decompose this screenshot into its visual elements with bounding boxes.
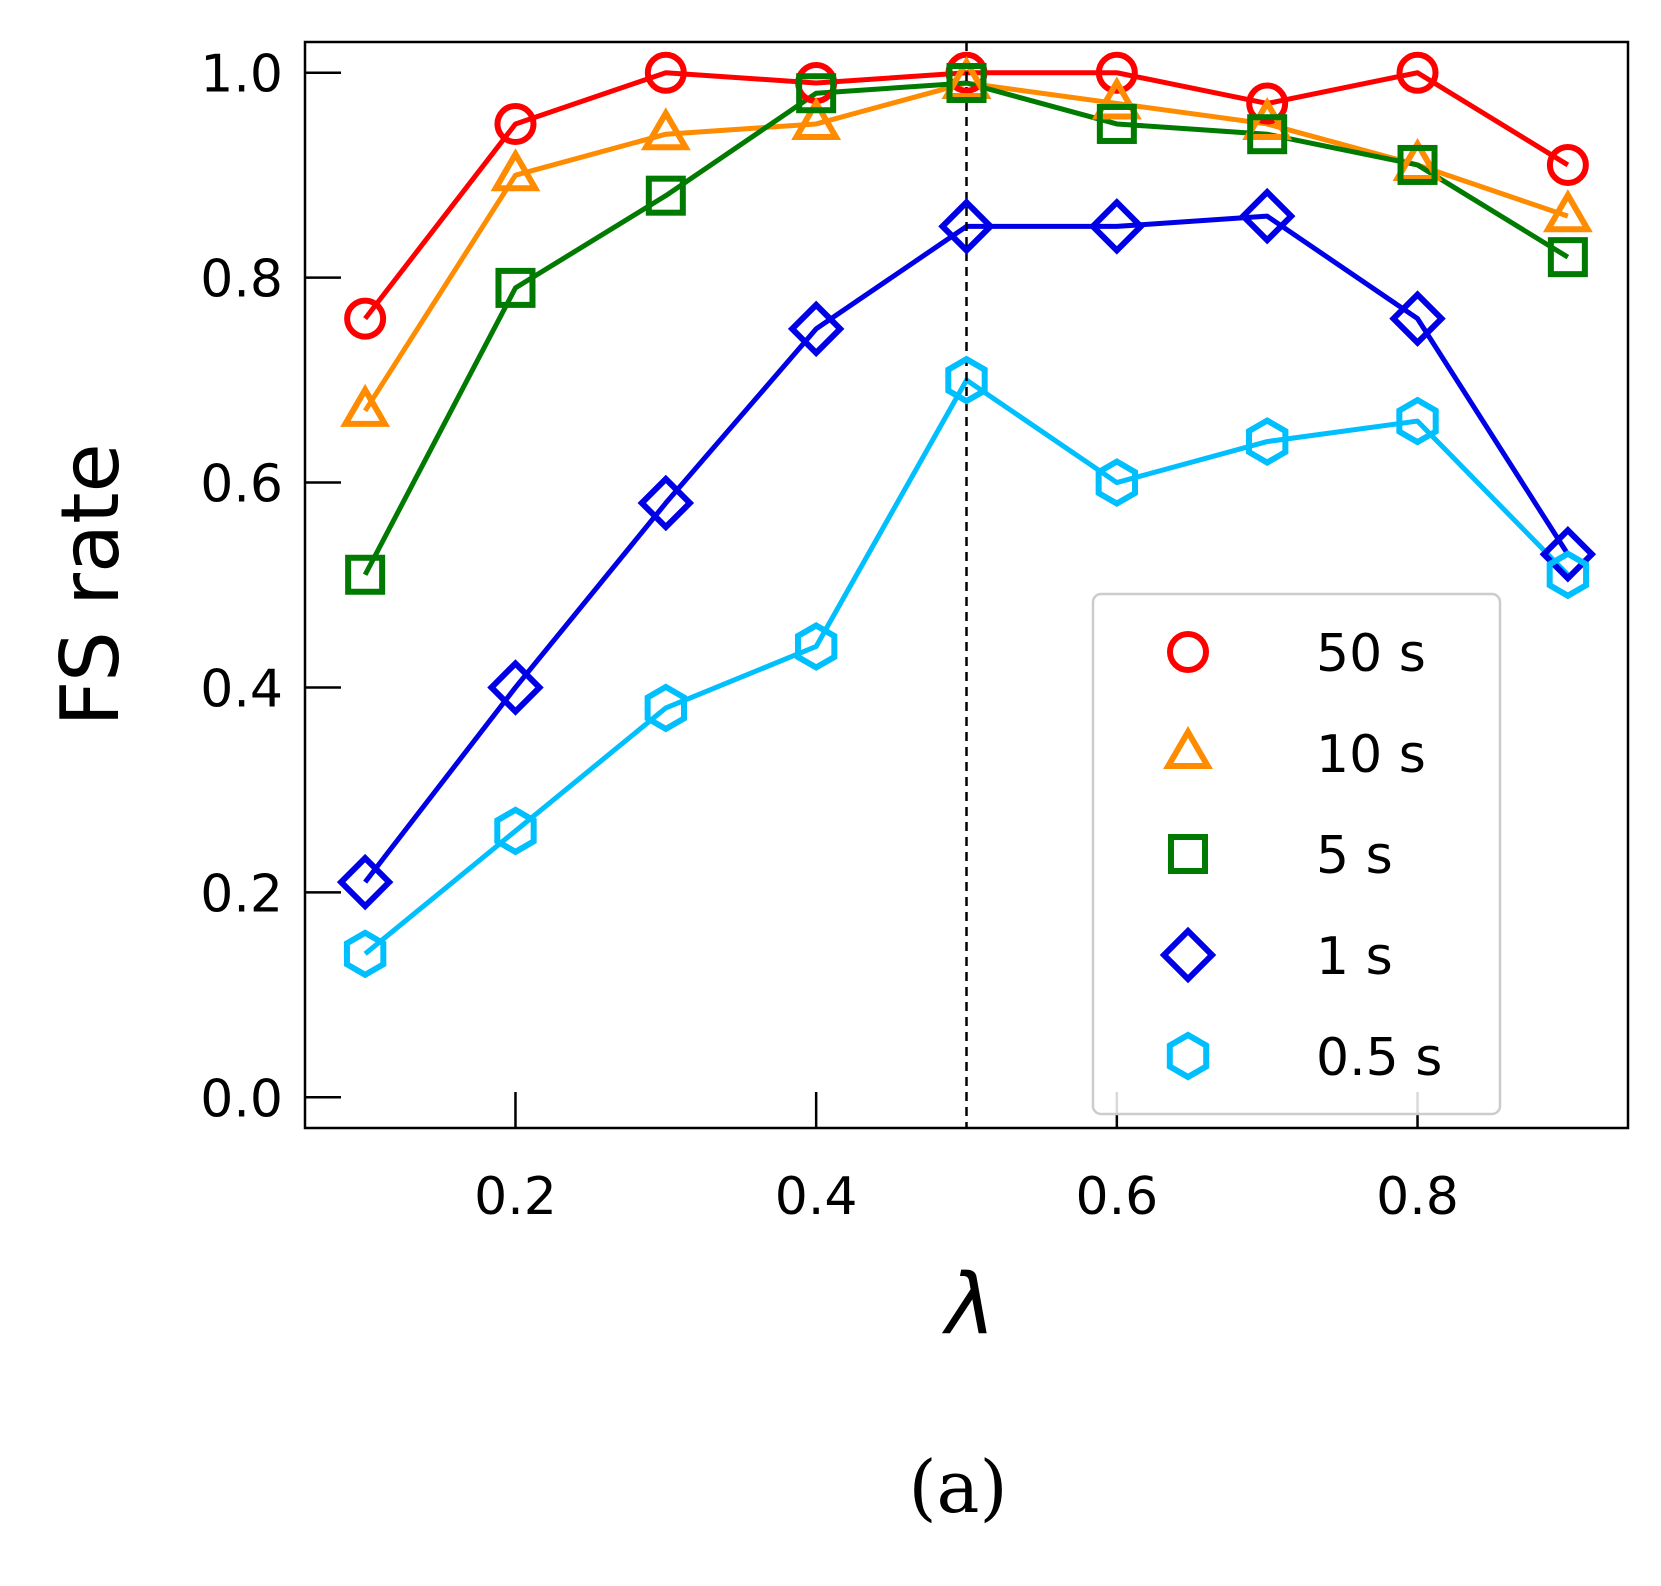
data-point-50s-3 — [644, 51, 687, 94]
x-axis-label: λ — [942, 1255, 996, 1353]
data-point-5s-8 — [1397, 144, 1438, 185]
x-tick-label: 0.4 — [775, 1167, 858, 1227]
data-point-50s-8 — [1396, 51, 1439, 94]
data-point-1s-3 — [637, 474, 695, 532]
legend-marker-50s — [1167, 631, 1209, 673]
data-point-0-5s-2 — [494, 806, 537, 856]
data-point-5s-7 — [1247, 114, 1288, 155]
data-point-5s-6 — [1096, 103, 1137, 144]
data-point-0-5s-6 — [1095, 458, 1139, 508]
data-point-10s-3 — [640, 107, 691, 151]
y-tick-label: 1.0 — [200, 45, 283, 105]
y-tick-label: 0.8 — [200, 250, 283, 310]
data-point-10s-8 — [1392, 137, 1443, 181]
data-point-0-5s-7 — [1246, 417, 1289, 467]
legend-marker-0-5s — [1166, 1031, 1210, 1081]
legend-marker-10s — [1163, 726, 1213, 770]
data-point-1s-1 — [336, 853, 394, 911]
data-point-50s-1 — [344, 297, 387, 340]
y-axis-label: FS rate — [44, 443, 137, 726]
legend-label-0-5s: 0.5 s — [1316, 1028, 1442, 1088]
data-point-5s-4 — [796, 73, 837, 114]
y-tick-label: 0.0 — [200, 1069, 283, 1129]
data-point-50s-2 — [494, 102, 537, 145]
y-tick-label: 0.2 — [200, 864, 283, 924]
data-point-5s-1 — [345, 554, 386, 595]
data-point-0-5s-8 — [1396, 396, 1439, 446]
x-tick-label: 0.2 — [474, 1167, 557, 1227]
x-tick-label: 0.8 — [1376, 1167, 1459, 1227]
data-point-0-5s-1 — [343, 929, 387, 979]
data-point-10s-6 — [1091, 76, 1142, 120]
y-tick-label: 0.6 — [200, 455, 283, 515]
x-tick-label: 0.6 — [1075, 1167, 1158, 1227]
data-point-1s-2 — [487, 659, 544, 716]
data-point-10s-2 — [490, 148, 541, 192]
legend-marker-1s — [1159, 926, 1217, 984]
data-point-10s-4 — [791, 96, 842, 140]
data-point-10s-1 — [340, 383, 391, 427]
data-point-0-5s-3 — [644, 683, 687, 733]
data-point-0-5s-5 — [945, 355, 988, 405]
data-point-50s-9 — [1546, 143, 1589, 186]
legend-label-50s: 50 s — [1316, 624, 1426, 684]
legend: 50 s 10 s 5 s 1 s 0.5 s — [1091, 592, 1502, 1116]
data-point-5s-9 — [1547, 237, 1588, 278]
data-point-1s-9 — [1539, 526, 1597, 583]
data-point-1s-6 — [1088, 198, 1146, 255]
series-line-5s — [362, 80, 1570, 576]
data-point-5s-2 — [495, 267, 536, 308]
data-point-1s-8 — [1389, 290, 1446, 347]
legend-label-10s: 10 s — [1316, 725, 1426, 785]
plot-frame — [303, 40, 1630, 1130]
data-point-5s-3 — [645, 175, 686, 216]
y-tick-label: 0.4 — [200, 659, 283, 719]
data-point-10s-9 — [1542, 189, 1593, 233]
legend-box — [1091, 592, 1502, 1116]
axes: 0.0 0.2 0.4 0.6 0.8 1.0 0.2 0.4 0.6 0.8 — [200, 40, 1630, 1227]
data-point-0-5s-9 — [1546, 550, 1590, 600]
data-point-1s-7 — [1238, 187, 1296, 245]
data-point-0-5s-4 — [794, 622, 838, 671]
series-markers — [336, 51, 1597, 979]
data-point-10s-5 — [941, 56, 992, 100]
figure-caption: (a) — [908, 1445, 1007, 1529]
data-point-1s-5 — [938, 198, 995, 255]
data-point-50s-7 — [1246, 82, 1289, 125]
legend-label-1s: 1 s — [1316, 927, 1393, 987]
data-point-50s-6 — [1095, 51, 1138, 94]
legend-marker-5s — [1168, 834, 1208, 874]
data-point-5s-5 — [946, 62, 987, 103]
series-lines — [362, 42, 1570, 1128]
data-point-1s-4 — [787, 300, 845, 358]
legend-label-5s: 5 s — [1316, 826, 1393, 886]
